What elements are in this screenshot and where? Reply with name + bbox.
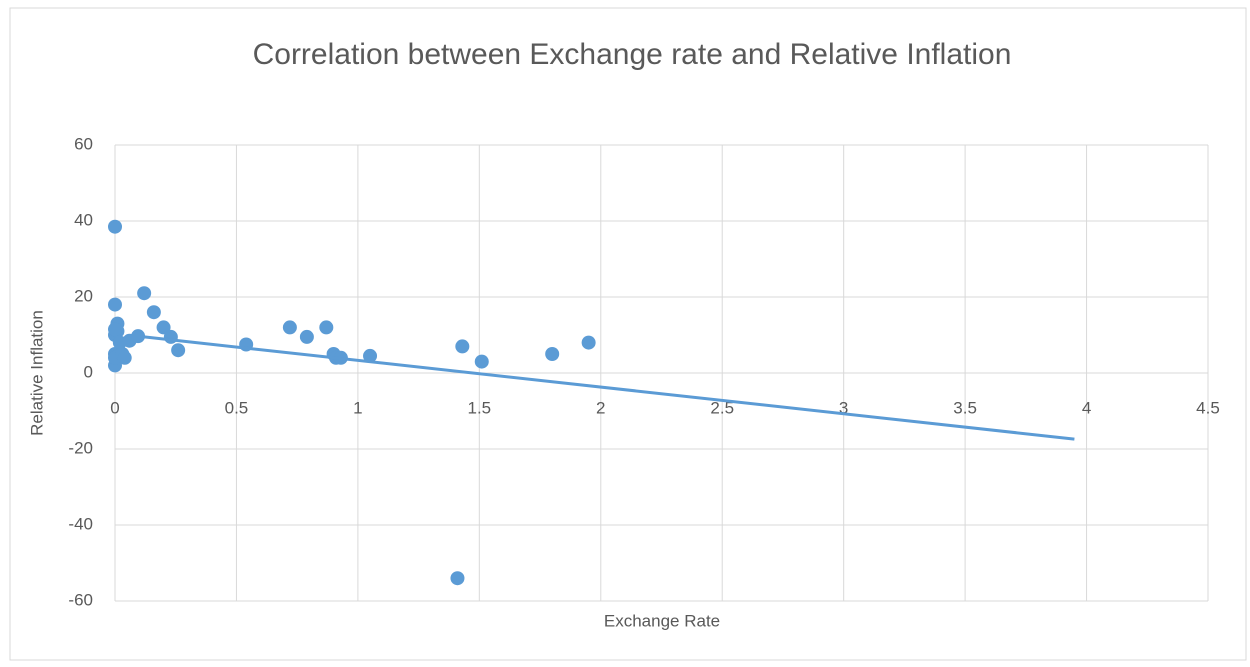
- x-axis-title: Exchange Rate: [604, 611, 720, 630]
- x-tick-label: 3.5: [953, 398, 977, 417]
- point: [117, 350, 132, 365]
- point: [363, 348, 378, 363]
- point: [455, 339, 470, 354]
- y-tick-label: 20: [74, 286, 93, 305]
- chart-title: Correlation between Exchange rate and Re…: [253, 38, 1012, 71]
- point: [474, 354, 489, 369]
- y-tick-label: 40: [74, 210, 93, 229]
- point: [108, 297, 122, 312]
- point: [282, 320, 297, 335]
- point: [137, 286, 152, 301]
- x-tick-label: 2.5: [710, 398, 734, 417]
- y-tick-label: 60: [74, 134, 93, 153]
- y-tick-label: -60: [68, 590, 93, 609]
- point: [319, 320, 334, 335]
- x-tick-label: 4.5: [1196, 398, 1220, 417]
- point: [299, 329, 314, 344]
- point: [450, 571, 465, 586]
- point: [108, 322, 122, 337]
- x-tick-label: 0.5: [225, 398, 249, 417]
- x-tick-label: 2: [596, 398, 605, 417]
- x-tick-label: 3: [839, 398, 848, 417]
- point: [545, 347, 560, 361]
- x-tick-label: 1.5: [468, 398, 492, 417]
- point: [581, 335, 596, 350]
- point: [171, 343, 186, 358]
- chart-border: [9, 7, 1247, 661]
- y-axis-title: Relative Inflation: [27, 310, 46, 436]
- point: [131, 329, 146, 344]
- y-tick-label: -40: [68, 514, 93, 533]
- x-tick-label: 4: [1082, 398, 1091, 417]
- point: [108, 219, 122, 234]
- x-tick-label: 0: [110, 398, 119, 417]
- point: [156, 320, 171, 335]
- x-tick-label: 1: [353, 398, 362, 417]
- y-tick-label: -20: [68, 438, 93, 457]
- point: [146, 305, 161, 320]
- trendline: [143, 335, 1075, 441]
- y-tick-label: 0: [84, 362, 93, 381]
